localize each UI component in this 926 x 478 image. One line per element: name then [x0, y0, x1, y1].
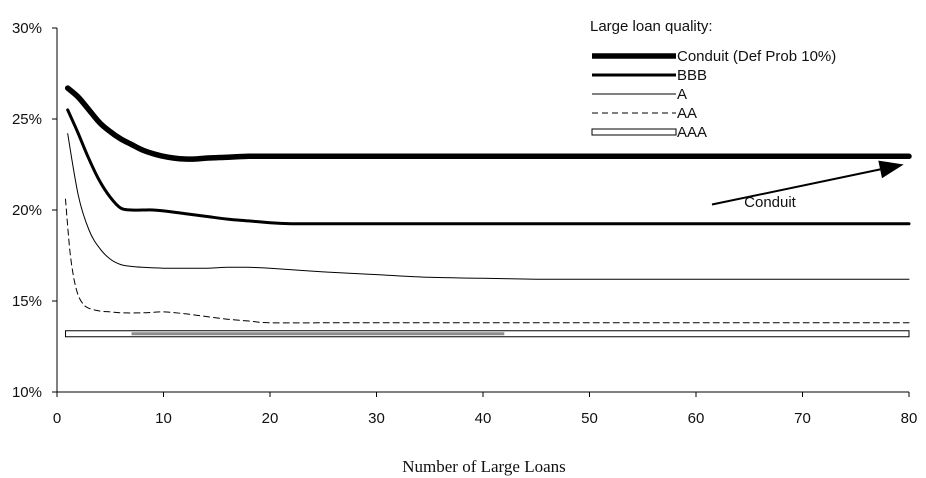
x-tick-label: 50 — [581, 410, 598, 427]
x-tick-label: 60 — [688, 410, 705, 427]
y-tick-label: 20% — [12, 202, 42, 219]
x-tick-label: 70 — [794, 410, 811, 427]
legend-label-aaa: AAA — [677, 124, 707, 141]
conduit-arrow-shaft — [711, 168, 881, 206]
legend-label-a: A — [677, 86, 687, 103]
series-line-aa — [65, 198, 910, 324]
conduit-arrow-head — [878, 160, 904, 179]
legend-label-bbb: BBB — [677, 67, 707, 84]
legend-swatch-aaa — [591, 128, 677, 136]
x-axis-title: Number of Large Loans — [402, 457, 566, 476]
series-line-conduit-def-prob-10 — [64, 85, 912, 162]
chart-legend: Large loan quality: Conduit (Def Prob 10%… — [590, 18, 836, 141]
series-line-bbb — [66, 108, 911, 226]
y-tick-label: 10% — [12, 384, 42, 401]
x-tick-label: 10 — [155, 410, 172, 427]
y-tick-label: 15% — [12, 293, 42, 310]
y-tick-label: 30% — [12, 20, 42, 37]
legend-label-conduit-def-prob-10: Conduit (Def Prob 10%) — [677, 48, 836, 65]
chart-series — [64, 85, 912, 338]
series-segment-aaa — [131, 332, 505, 336]
x-tick-label: 40 — [475, 410, 492, 427]
x-tick-label: 80 — [901, 410, 918, 427]
x-tick-label: 30 — [368, 410, 385, 427]
chart-axes: 10% 15% 20% 25% 30% 0 10 20 30 40 50 60 70 80 — [12, 20, 917, 427]
y-tick-label: 25% — [12, 111, 42, 128]
conduit-annotation-label: Conduit — [744, 194, 797, 211]
chart-annotations: Conduit — [711, 160, 904, 211]
x-tick-label: 20 — [262, 410, 279, 427]
legend-title: Large loan quality: — [590, 18, 713, 35]
x-tick-label: 0 — [53, 410, 61, 427]
legend-label-aa: AA — [677, 105, 697, 122]
series-line-a — [67, 133, 910, 280]
